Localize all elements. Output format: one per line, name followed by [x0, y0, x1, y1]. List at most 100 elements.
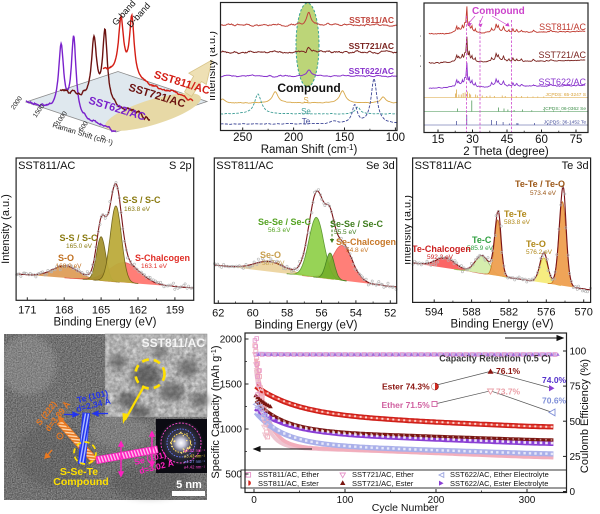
svg-text:2 Theta (degree): 2 Theta (degree)	[463, 146, 549, 158]
svg-text:Compound: Compound	[472, 6, 525, 17]
svg-text:45: 45	[501, 134, 514, 146]
svg-text:SST811/AC: SST811/AC	[18, 160, 75, 172]
svg-text:S-O: S-O	[58, 253, 74, 263]
svg-text:Ester 74.3%: Ester 74.3%	[382, 382, 430, 392]
svg-text:Raman Shift (cm-1): Raman Shift (cm-1)	[261, 143, 358, 156]
svg-text:⌀4.27 nm⁻¹: ⌀4.27 nm⁻¹	[184, 459, 206, 464]
svg-text:SST811/AC, Ether: SST811/AC, Ether	[258, 470, 320, 479]
svg-text:S-S / S-C: S-S / S-C	[123, 195, 162, 205]
svg-text:S 2p: S 2p	[169, 160, 192, 172]
svg-text:Se 3d: Se 3d	[366, 160, 395, 172]
svg-text:SST811/AC, Ester: SST811/AC, Ester	[258, 479, 319, 488]
svg-text:163.8 eV: 163.8 eV	[124, 206, 151, 213]
svg-text:74.0%: 74.0%	[542, 375, 567, 385]
svg-text:162: 162	[129, 304, 147, 316]
svg-text:56: 56	[315, 307, 327, 319]
svg-text:168.0 eV: 168.0 eV	[56, 263, 83, 270]
svg-text:300: 300	[519, 495, 536, 506]
svg-text:585.9 eV: 585.9 eV	[467, 245, 494, 252]
svg-text:⌀4.42 nm⁻¹: ⌀4.42 nm⁻¹	[184, 465, 206, 470]
svg-text:576.2 eV: 576.2 eV	[526, 249, 553, 256]
svg-text:583.8 eV: 583.8 eV	[504, 219, 531, 226]
svg-text:5 nm: 5 nm	[176, 479, 202, 491]
svg-text:SST622/AC, Ether Electrolyte: SST622/AC, Ether Electrolyte	[450, 470, 549, 479]
svg-text:SST622/AC: SST622/AC	[538, 77, 586, 87]
svg-text:582: 582	[500, 306, 518, 318]
svg-text:SST622/AC, Ester Electrolyte: SST622/AC, Ester Electrolyte	[450, 479, 548, 488]
svg-text:Ether 71.5%: Ether 71.5%	[381, 400, 430, 410]
svg-text:2000: 2000	[10, 95, 24, 111]
svg-text:56.3 eV: 56.3 eV	[268, 227, 291, 234]
svg-text:SST721/AC, Ester: SST721/AC, Ester	[352, 479, 414, 488]
svg-text:70.6%: 70.6%	[542, 396, 567, 406]
svg-text:SST811/AC: SST811/AC	[142, 336, 206, 350]
svg-text:25: 25	[570, 452, 582, 463]
svg-text:15: 15	[432, 134, 445, 146]
svg-text:Te-Te / Te-O: Te-Te / Te-O	[515, 179, 565, 189]
svg-text:250: 250	[233, 132, 252, 144]
svg-text:SST622/AC: SST622/AC	[349, 66, 394, 76]
svg-text:62: 62	[212, 307, 224, 319]
svg-text:576: 576	[537, 306, 555, 318]
svg-text:100: 100	[337, 495, 354, 506]
svg-text:S: S	[303, 96, 308, 105]
svg-text:Intensity (a.u.): Intensity (a.u.)	[0, 194, 12, 264]
svg-text:Se: Se	[301, 107, 311, 116]
svg-text:500: 500	[225, 470, 242, 481]
svg-text:171: 171	[18, 304, 36, 316]
svg-text:Se-O: Se-O	[260, 250, 281, 260]
svg-text:Se-Se / Se-C: Se-Se / Se-C	[258, 217, 312, 227]
svg-text:58.7 eV: 58.7 eV	[262, 260, 285, 267]
svg-text:JCPDS: 65-3247 S: JCPDS: 65-3247 S	[545, 92, 586, 98]
svg-text:SST811/AC: SST811/AC	[216, 160, 273, 172]
svg-text:165.0 eV: 165.0 eV	[66, 243, 93, 250]
svg-text:60: 60	[247, 307, 259, 319]
svg-text:Capacity Retention (0.5 C): Capacity Retention (0.5 C)	[439, 354, 551, 364]
svg-text:1500: 1500	[220, 380, 243, 391]
svg-text:Intensity (a.u.): Intensity (a.u.)	[405, 195, 414, 265]
svg-text:100: 100	[386, 132, 405, 144]
svg-text:75: 75	[570, 134, 583, 146]
svg-text:Te-C: Te-C	[472, 235, 492, 245]
svg-text:159: 159	[166, 304, 184, 316]
svg-text:1000: 1000	[220, 425, 243, 436]
svg-text:Binding Energy (eV): Binding Energy (eV)	[54, 316, 157, 328]
svg-text:54: 54	[350, 307, 362, 319]
svg-text:52: 52	[384, 307, 396, 319]
svg-text:Intensity (a.u.): Intensity (a.u.)	[210, 31, 218, 101]
svg-text:592.2 eV: 592.2 eV	[427, 254, 454, 261]
svg-text:Cycle Number: Cycle Number	[372, 502, 439, 514]
svg-text:200: 200	[428, 495, 445, 506]
svg-text:Se-Se / Se-C: Se-Se / Se-C	[330, 219, 384, 229]
svg-text:SST811/AC: SST811/AC	[415, 160, 472, 172]
svg-text:30: 30	[466, 134, 479, 146]
svg-text:594: 594	[425, 306, 443, 318]
svg-text:163.1 eV: 163.1 eV	[141, 263, 168, 270]
svg-text:Binding Energy (eV): Binding Energy (eV)	[451, 318, 554, 330]
svg-text:JCPDS: 36-1452 Te: JCPDS: 36-1452 Te	[544, 120, 587, 126]
svg-text:⌀3.02 nm⁻¹: ⌀3.02 nm⁻¹	[184, 448, 206, 453]
svg-text:SST721/AC: SST721/AC	[349, 41, 394, 51]
svg-text:54.8 eV: 54.8 eV	[346, 247, 369, 254]
svg-text:SST721/AC, Ether: SST721/AC, Ether	[352, 470, 414, 479]
svg-text:S-Se-Te: S-Se-Te	[60, 466, 98, 478]
svg-text:100: 100	[570, 347, 587, 358]
svg-text:0: 0	[100, 134, 108, 141]
svg-text:S-Chalcogen: S-Chalcogen	[135, 253, 190, 263]
svg-text:55.5 eV: 55.5 eV	[334, 229, 357, 236]
svg-text:Se-Chalcogen: Se-Chalcogen	[336, 237, 396, 247]
svg-text:0: 0	[570, 487, 576, 498]
svg-text:200: 200	[284, 132, 303, 144]
svg-text:Compound: Compound	[53, 476, 108, 488]
svg-text:S-S / S-C: S-S / S-C	[60, 233, 99, 243]
svg-text:Compound: Compound	[277, 81, 340, 95]
svg-text:Intensity (a.u.): Intensity (a.u.)	[420, 33, 421, 103]
svg-text:50: 50	[570, 417, 582, 428]
svg-text:JCPDS: 06-0362 Se: JCPDS: 06-0362 Se	[543, 106, 587, 112]
svg-text:73.7%: 73.7%	[496, 387, 521, 397]
svg-text:Binding Energy (eV): Binding Energy (eV)	[255, 319, 358, 331]
svg-text:Specific Capacity (mAh g-1): Specific Capacity (mAh g-1)	[210, 345, 222, 478]
svg-text:588: 588	[462, 306, 480, 318]
svg-text:76.1%: 76.1%	[496, 366, 521, 376]
svg-text:168: 168	[55, 304, 73, 316]
